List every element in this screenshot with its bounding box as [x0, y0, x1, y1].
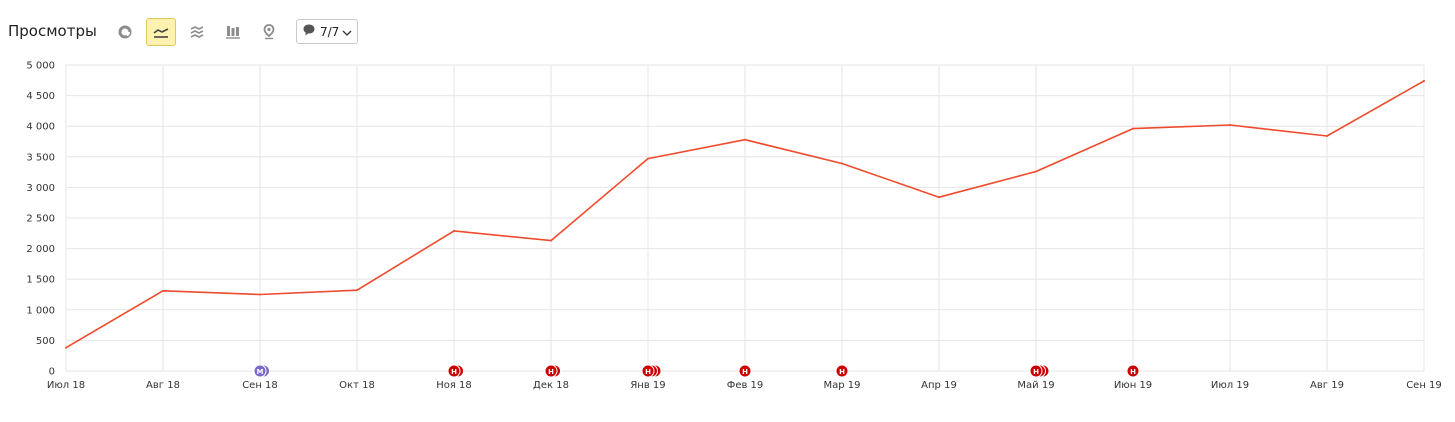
comment-icon	[302, 22, 316, 41]
y-tick-label: 0	[49, 367, 55, 378]
x-tick-label: Июл 18	[47, 380, 85, 391]
bar-chart-icon	[225, 25, 241, 39]
data-point	[1035, 170, 1037, 173]
y-tick-label: 1 000	[26, 305, 55, 316]
x-tick-label: Фев 19	[727, 380, 764, 391]
x-tick-label: Авг 18	[146, 380, 180, 391]
annotation-marker	[447, 364, 461, 378]
x-tick-label: Июл 19	[1211, 380, 1249, 391]
x-tick-label: Апр 19	[921, 380, 957, 391]
data-point	[1229, 123, 1231, 126]
area-chart-button[interactable]	[182, 18, 212, 46]
line-chart: 0 500 1 000 1 500 2 000 2 500 3 000 3 500 4 000 4…	[26, 61, 1442, 392]
notes-count: 7/7	[320, 24, 340, 39]
y-tick-label: 5 000	[26, 61, 55, 72]
x-tick-label: Мар 19	[823, 380, 860, 391]
annotation-marker-label: М	[257, 368, 264, 376]
x-tick-label: Дек 18	[533, 380, 569, 391]
annotation-marker-label: Н	[451, 368, 457, 376]
x-tick-label: Авг 19	[1310, 380, 1344, 391]
annotation-marker	[544, 364, 558, 378]
data-point	[259, 293, 261, 296]
y-tick-label: 1 500	[26, 275, 55, 286]
chevron-down-icon	[342, 22, 352, 41]
bar-chart-button[interactable]	[218, 18, 248, 46]
pie-chart-icon	[118, 25, 132, 39]
annotation-marker-label: Н	[742, 368, 748, 376]
x-tick-label: Янв 19	[630, 380, 665, 391]
annotation-marker	[1029, 364, 1043, 378]
data-point	[1326, 134, 1328, 137]
y-tick-label: 2 500	[26, 214, 55, 225]
map-button[interactable]	[254, 18, 284, 46]
annotation-marker	[641, 364, 655, 378]
x-tick-label: Сен 18	[242, 380, 278, 391]
data-point	[744, 138, 746, 141]
data-point	[65, 346, 67, 349]
notes-button[interactable]: 7/7	[296, 19, 358, 44]
y-tick-label: 500	[36, 336, 55, 347]
data-point	[453, 229, 455, 232]
annotation-marker	[1126, 364, 1140, 378]
y-tick-label: 4 000	[26, 122, 55, 133]
data-point	[550, 239, 552, 242]
annotation-marker-label: Н	[1033, 368, 1039, 376]
line-chart-button[interactable]	[146, 18, 176, 46]
data-point	[647, 157, 649, 160]
annotation-marker	[253, 364, 267, 378]
x-tick-label: Сен 19	[1406, 380, 1442, 391]
annotation-marker	[835, 364, 849, 378]
data-point	[356, 289, 358, 292]
chart-toolbar: Просмотры 7/7	[0, 18, 600, 48]
y-tick-label: 2 000	[26, 244, 55, 255]
data-point	[938, 196, 940, 199]
data-point	[1423, 79, 1425, 82]
x-tick-label: Ноя 18	[436, 380, 472, 391]
y-tick-label: 4 500	[26, 91, 55, 102]
line-chart-icon	[153, 25, 169, 39]
data-point	[162, 289, 164, 292]
annotation-marker-label: Н	[645, 368, 651, 376]
chart-title: Просмотры	[8, 22, 97, 40]
data-point	[841, 162, 843, 165]
pie-chart-button[interactable]	[110, 18, 140, 46]
y-tick-label: 3 500	[26, 152, 55, 163]
area-chart-icon	[189, 25, 205, 39]
annotation-marker-label: Н	[839, 368, 845, 376]
x-tick-label: Окт 18	[339, 380, 375, 391]
annotation-marker	[738, 364, 752, 378]
annotation-marker-label: Н	[548, 368, 554, 376]
annotation-marker-label: Н	[1130, 368, 1136, 376]
x-tick-label: Май 19	[1017, 380, 1054, 391]
x-tick-label: Июн 19	[1114, 380, 1152, 391]
map-pin-icon	[262, 24, 276, 40]
data-point	[1132, 127, 1134, 130]
y-tick-label: 3 000	[26, 183, 55, 194]
